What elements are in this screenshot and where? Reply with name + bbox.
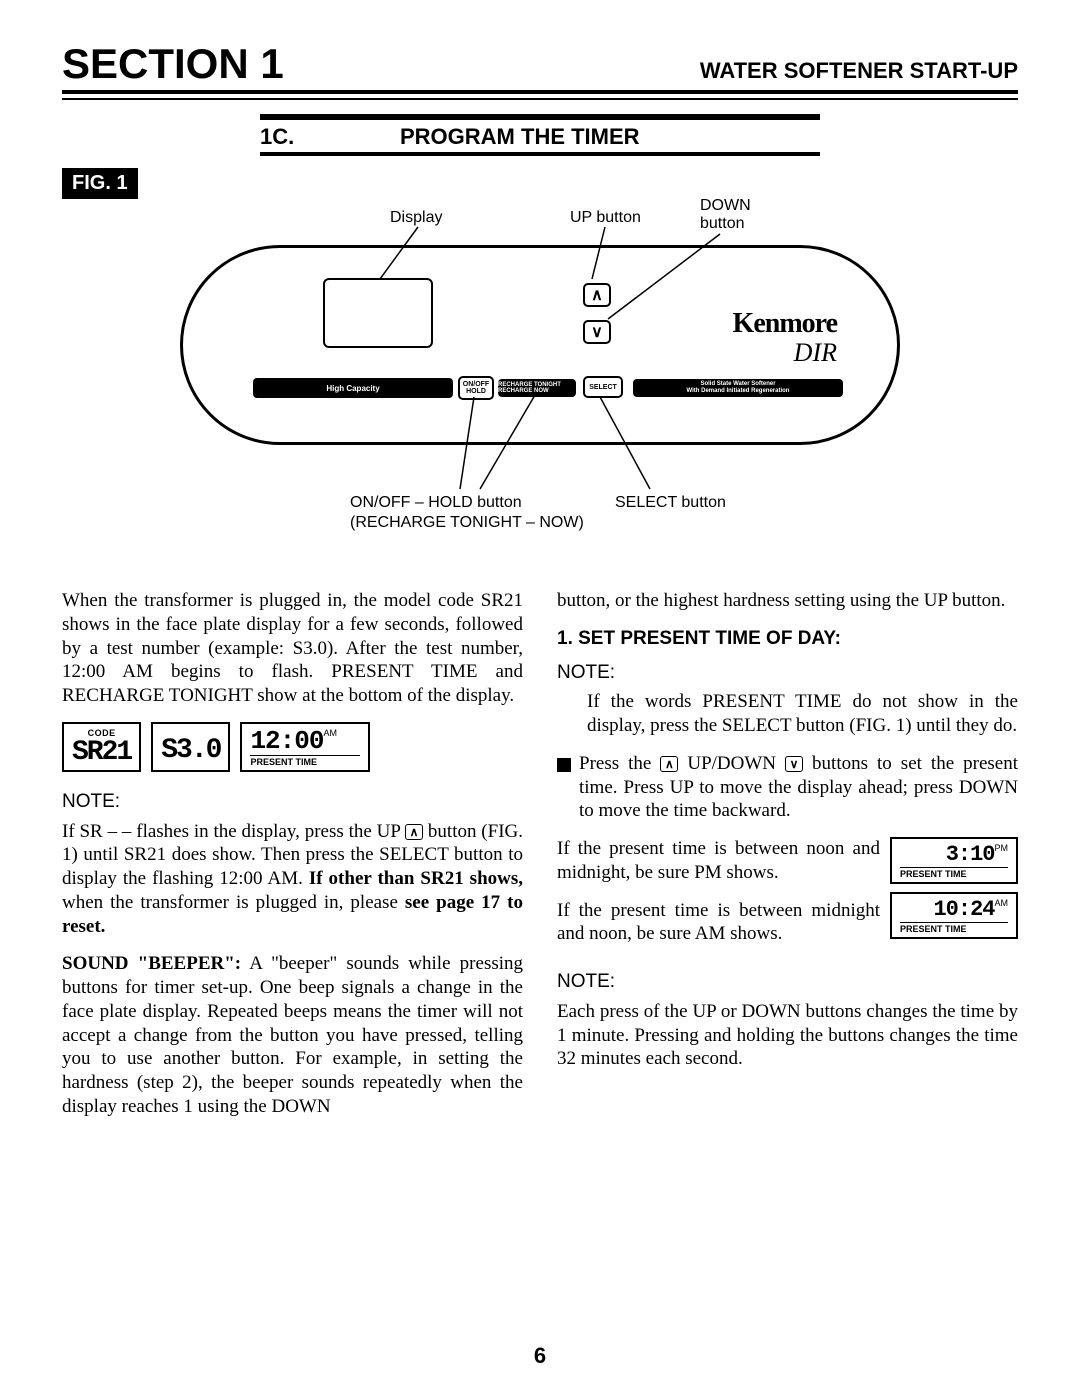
left-column: When the transformer is plugged in, the … (62, 589, 523, 1133)
brand-sub: DIR (794, 338, 837, 368)
callout-down: DOWN button (700, 197, 751, 233)
bullet-press-updown: Press the ∧ UP/DOWN ∨ buttons to set the… (557, 752, 1018, 837)
subsection-title: 1C. PROGRAM THE TIMER (260, 114, 820, 156)
callout-onoff: ON/OFF – HOLD button (350, 494, 522, 512)
bar-right-1: Solid State Water Softener (700, 381, 775, 388)
brand-logo: Kenmore (733, 308, 837, 340)
header-right: WATER SOFTENER START-UP (700, 58, 1018, 84)
bullet-square-icon (557, 758, 571, 772)
callout-up: UP button (570, 209, 641, 227)
lcd-am-value: 10:24 (933, 897, 994, 922)
bar-right-2: With Demand Initiated Regeneration (687, 388, 790, 395)
select-button: SELECT (583, 376, 623, 398)
faceplate-outline: ∧ ∨ Kenmore DIR High Capacity ON/OFF HOL… (180, 245, 900, 445)
paragraph-2: If SR – – flashes in the display, press … (62, 820, 523, 939)
note-label-2: NOTE: (557, 661, 1018, 685)
lcd-pm-box: 3:10PM PRESENT TIME (890, 837, 1018, 884)
lcd-time-ampm: AM (323, 728, 337, 738)
lcd-am-ampm: AM (995, 898, 1009, 908)
recharge-button-label: RECHARGE TONIGHT RECHARGE NOW (498, 379, 576, 397)
lcd-test-value: S3.0 (161, 728, 220, 765)
lcd-test-box: S3.0 (151, 722, 230, 772)
lcd-time-box: 12:00AM PRESENT TIME (240, 722, 370, 772)
lcd-code-box: CODE SR21 (62, 722, 141, 772)
callout-display: Display (390, 209, 442, 227)
paragraph-7: Each press of the UP or DOWN buttons cha… (557, 1000, 1018, 1071)
paragraph-1: When the transformer is plugged in, the … (62, 589, 523, 708)
down-icon-inline: ∨ (785, 756, 803, 772)
callout-select: SELECT button (615, 494, 726, 512)
lcd-code-value: SR21 (72, 739, 131, 767)
note-label-3: NOTE: (557, 970, 1018, 994)
up-icon-inline: ∧ (405, 824, 423, 840)
float-lcd-boxes: 3:10PM PRESENT TIME 10:24AM PRESENT TIME (890, 837, 1018, 947)
figure-label: FIG. 1 (62, 168, 138, 199)
lcd-am-box: 10:24AM PRESENT TIME (890, 892, 1018, 939)
down-button-icon: ∨ (583, 320, 611, 344)
header-rule (62, 94, 1018, 100)
lcd-pm-ampm: PM (995, 843, 1009, 853)
paragraph-3: SOUND "BEEPER": A "beeper" sounds while … (62, 952, 523, 1118)
note-text-2: If the words PRESENT TIME do not show in… (557, 690, 1018, 738)
up-icon-inline-2: ∧ (660, 756, 678, 772)
body-columns: When the transformer is plugged in, the … (62, 589, 1018, 1133)
display-box (323, 278, 433, 348)
subsection-text: PROGRAM THE TIMER (400, 124, 640, 150)
up-button-icon: ∧ (583, 283, 611, 307)
section-title: SECTION 1 (62, 40, 284, 88)
lcd-examples-row: CODE SR21 S3.0 12:00AM PRESENT TIME (62, 722, 523, 772)
figure-1-diagram: Display UP button DOWN button ∧ ∨ Kenmor… (160, 199, 920, 559)
lcd-pm-value: 3:10 (946, 842, 995, 867)
lcd-am-label: PRESENT TIME (900, 922, 1008, 935)
paragraph-4: button, or the highest hardness setting … (557, 589, 1018, 613)
lcd-pm-label: PRESENT TIME (900, 867, 1008, 880)
lcd-time-value: 12:00 (250, 726, 323, 756)
subheading-set-time: 1. SET PRESENT TIME OF DAY: (557, 627, 1018, 651)
onoff-hold-button: ON/OFF HOLD (458, 376, 494, 400)
note-label-1: NOTE: (62, 790, 523, 814)
callout-recharge: (RECHARGE TONIGHT – NOW) (350, 514, 584, 532)
bar-left-text: High Capacity (253, 378, 453, 398)
page-header: SECTION 1 WATER SOFTENER START-UP (62, 40, 1018, 94)
right-column: button, or the highest hardness setting … (557, 589, 1018, 1133)
lcd-present-time-label: PRESENT TIME (250, 755, 360, 768)
subsection-number: 1C. (260, 124, 400, 150)
page-number: 6 (0, 1343, 1080, 1369)
